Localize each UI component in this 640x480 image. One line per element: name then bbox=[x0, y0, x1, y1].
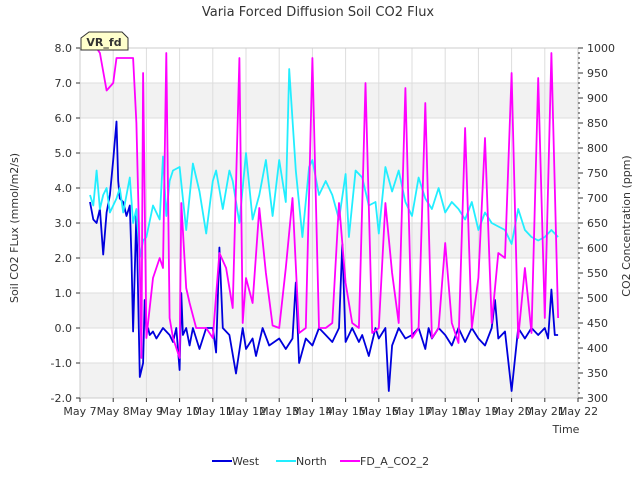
y2-tick-label: 550 bbox=[587, 267, 608, 280]
legend-label: West bbox=[232, 455, 260, 468]
x-tick-label: May 7 bbox=[63, 405, 96, 418]
y2-tick-label: 700 bbox=[587, 192, 608, 205]
x-tick-label: May 8 bbox=[97, 405, 130, 418]
background-band bbox=[80, 293, 578, 328]
y2-tick-label: 800 bbox=[587, 142, 608, 155]
legend-label: FD_A_CO2_2 bbox=[360, 455, 429, 468]
y-tick-label: 8.0 bbox=[55, 42, 73, 55]
y2-tick-label: 650 bbox=[587, 217, 608, 230]
x-tick-label: May 10 bbox=[159, 405, 199, 418]
y-tick-label: 5.0 bbox=[55, 147, 73, 160]
chart-title: Varia Forced Diffusion Soil CO2 Flux bbox=[202, 5, 435, 20]
x-tick-label: May 12 bbox=[226, 405, 266, 418]
y2-tick-label: 300 bbox=[587, 392, 608, 405]
x-tick-label: May 18 bbox=[425, 405, 465, 418]
x-tick-label: May 19 bbox=[458, 405, 498, 418]
x-tick-label: May 14 bbox=[292, 405, 332, 418]
y2-tick-label: 600 bbox=[587, 242, 608, 255]
site-badge: VR_fd bbox=[80, 31, 129, 51]
legend-item: West bbox=[212, 455, 260, 468]
y-tick-label: 6.0 bbox=[55, 112, 73, 125]
legend-item: North bbox=[276, 455, 327, 468]
legend: West North FD_A_CO2_2 bbox=[212, 455, 429, 468]
y-tick-label: 7.0 bbox=[55, 77, 73, 90]
y-tick-label: 0.0 bbox=[55, 322, 73, 335]
background-band bbox=[80, 363, 578, 398]
y2-axis-ticks: 300 350 400 450 500 550 600 650 700 750 800 850 900 9… bbox=[578, 42, 615, 405]
series-line-west bbox=[89, 120, 559, 392]
x-tick-label: May 21 bbox=[525, 405, 565, 418]
y2-tick-label: 850 bbox=[587, 117, 608, 130]
x-tick-label: May 17 bbox=[392, 405, 432, 418]
legend-label: North bbox=[296, 455, 327, 468]
y2-axis-label: CO2 Concentration (ppm) bbox=[620, 155, 633, 296]
site-badge-shape bbox=[80, 31, 129, 51]
y-tick-label: -2.0 bbox=[51, 392, 72, 405]
y2-tick-label: 750 bbox=[587, 167, 608, 180]
y2-tick-label: 900 bbox=[587, 92, 608, 105]
series-line-fd-a-co2-2 bbox=[95, 47, 559, 359]
x-tick-label: May 20 bbox=[491, 405, 531, 418]
y2-tick-label: 400 bbox=[587, 342, 608, 355]
y2-tick-label: 1000 bbox=[587, 42, 615, 55]
x-tick-label: May 16 bbox=[359, 405, 399, 418]
y-axis-ticks: -2.0 -1.0 0.0 1.0 2.0 3.0 4.0 5.0 6.0 7.0 8.0 bbox=[51, 42, 80, 405]
series-layer bbox=[89, 47, 559, 392]
y2-tick-label: 450 bbox=[587, 317, 608, 330]
y-tick-label: 3.0 bbox=[55, 217, 73, 230]
x-tick-label: May 15 bbox=[325, 405, 365, 418]
y2-tick-label: 350 bbox=[587, 367, 608, 380]
y2-tick-label: 950 bbox=[587, 67, 608, 80]
y-axis-label: Soil CO2 FLux (mmol/m2/s) bbox=[8, 153, 21, 303]
y-tick-label: -1.0 bbox=[51, 357, 72, 370]
x-axis-label: Time bbox=[552, 423, 580, 436]
y2-tick-label: 500 bbox=[587, 292, 608, 305]
legend-item: FD_A_CO2_2 bbox=[340, 455, 429, 468]
x-tick-label: May 9 bbox=[130, 405, 163, 418]
background-band bbox=[80, 153, 578, 188]
x-tick-label: May 11 bbox=[193, 405, 233, 418]
x-tick-label: May 13 bbox=[259, 405, 299, 418]
y-tick-label: 1.0 bbox=[55, 287, 73, 300]
x-tick-label: May 22 bbox=[558, 405, 598, 418]
y-tick-label: 4.0 bbox=[55, 182, 73, 195]
background-band bbox=[80, 83, 578, 118]
y-tick-label: 2.0 bbox=[55, 252, 73, 265]
site-badge-label: VR_fd bbox=[86, 36, 121, 49]
